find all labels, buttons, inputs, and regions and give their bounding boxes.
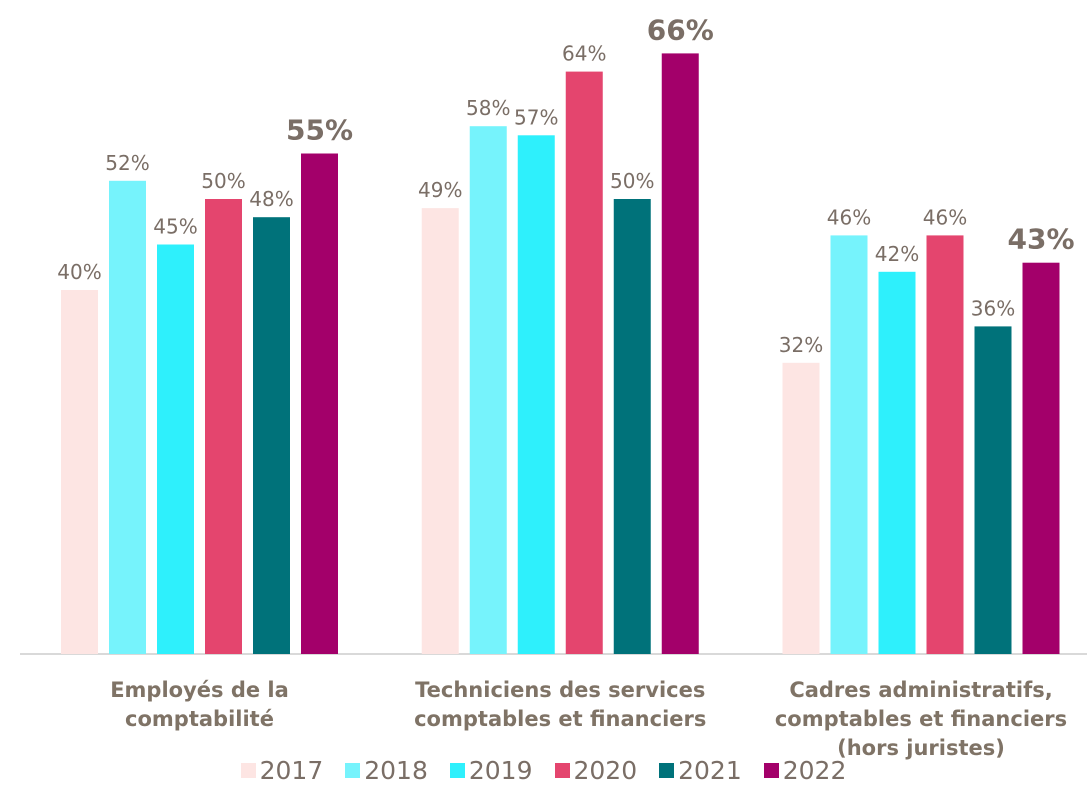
legend-swatch — [554, 763, 570, 778]
legend-swatch — [763, 763, 779, 778]
bar — [613, 199, 651, 654]
bar — [253, 217, 290, 654]
bar — [974, 326, 1012, 654]
data-label: 64% — [562, 42, 606, 66]
data-label: 36% — [971, 296, 1015, 320]
legend-label: 2017 — [259, 756, 324, 785]
bar — [926, 235, 964, 654]
data-label: 55% — [286, 114, 353, 147]
data-label: 57% — [514, 105, 558, 129]
x-tick-label: Cadres administratifs, comptables et fin… — [774, 678, 1068, 760]
bar — [1022, 262, 1060, 654]
legend-swatch — [449, 763, 465, 778]
legend-item: 2022 — [763, 756, 847, 785]
legend-label: 2019 — [468, 756, 533, 785]
legend-item: 2021 — [659, 756, 742, 785]
bar — [517, 135, 555, 655]
data-label: 48% — [249, 187, 293, 211]
legend: 2017 2018 2019 2020 2021 2022 — [0, 756, 1087, 785]
bar — [469, 126, 507, 654]
data-label: 42% — [875, 242, 919, 266]
legend-item: 2020 — [554, 756, 638, 785]
bar — [878, 271, 916, 654]
data-label: 46% — [827, 205, 871, 229]
bar — [61, 290, 98, 654]
bar — [421, 208, 459, 654]
data-label: 32% — [779, 333, 823, 357]
legend-item: 2018 — [345, 756, 428, 785]
legend-item: 2019 — [449, 756, 533, 785]
bar — [157, 244, 194, 654]
bar — [205, 199, 242, 654]
data-label: 50% — [610, 169, 654, 193]
data-label: 46% — [923, 205, 967, 229]
legend-swatch — [240, 763, 256, 778]
bar — [661, 53, 699, 654]
bar — [109, 180, 146, 655]
data-label: 58% — [466, 96, 510, 120]
bar — [301, 153, 338, 654]
bar — [782, 362, 820, 654]
data-label: 66% — [647, 13, 714, 46]
legend-label: 2022 — [782, 756, 847, 785]
x-tick-label: Employés de la comptabilité — [110, 678, 289, 731]
data-label: 52% — [105, 151, 149, 175]
legend-label: 2018 — [364, 756, 428, 785]
legend-item: 2017 — [240, 756, 324, 785]
legend-label: 2021 — [678, 756, 742, 785]
legend-swatch — [659, 763, 675, 778]
bar — [830, 235, 868, 654]
data-label: 45% — [153, 215, 197, 239]
data-label: 43% — [1007, 223, 1074, 256]
legend-label: 2020 — [573, 756, 638, 785]
data-label: 50% — [201, 169, 245, 193]
data-label: 40% — [57, 260, 101, 284]
bar — [565, 71, 603, 655]
legend-swatch — [345, 763, 361, 778]
data-label: 49% — [418, 178, 462, 202]
x-tick-label: Techniciens des services comptables et f… — [414, 678, 707, 731]
